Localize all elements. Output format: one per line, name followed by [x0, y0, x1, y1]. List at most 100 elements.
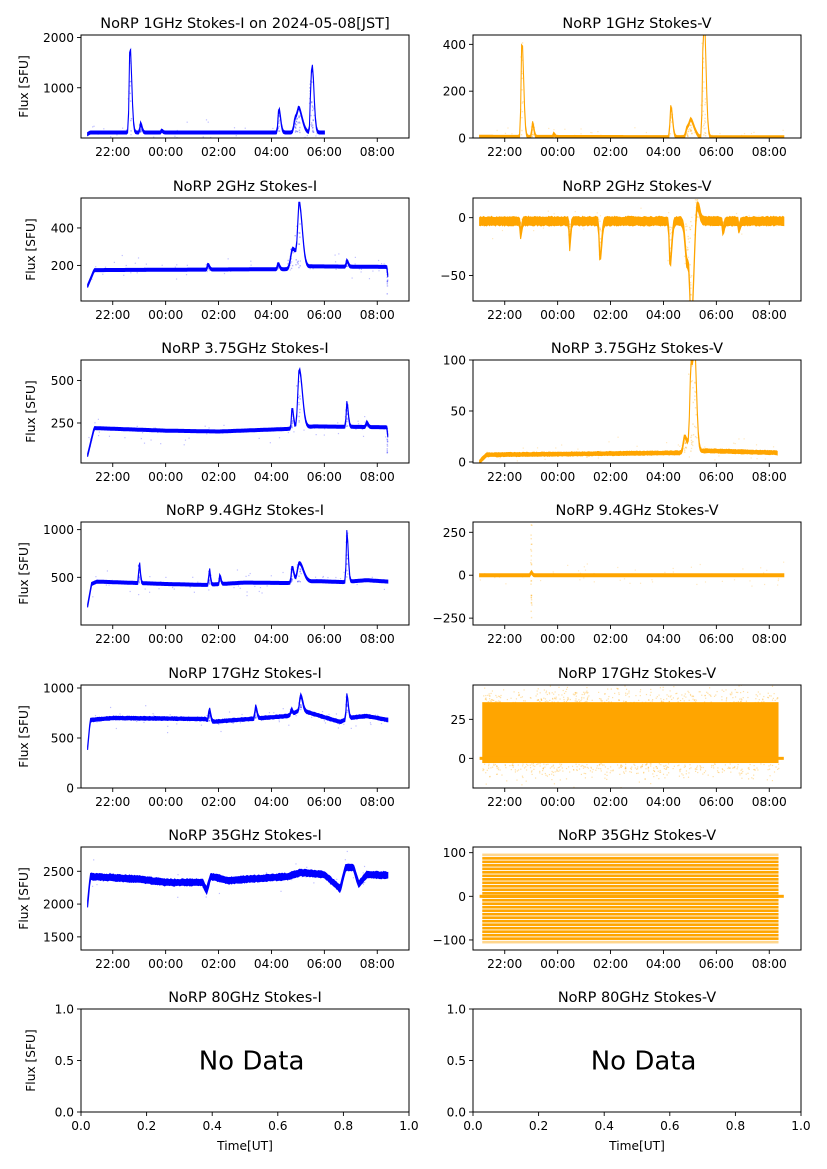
data-point: [95, 576, 97, 578]
x-tick-label: 02:00: [201, 308, 236, 322]
data-point: [515, 219, 517, 221]
data-point: [296, 261, 299, 264]
data-point: [589, 770, 592, 772]
x-axis-label: Time[UT]: [608, 1139, 665, 1153]
data-point: [688, 373, 690, 375]
data-point: [650, 765, 652, 767]
data-point: [145, 705, 147, 707]
data-point: [138, 580, 140, 583]
data-point: [778, 767, 780, 770]
data-point: [558, 766, 560, 768]
data-point: [647, 766, 649, 768]
data-point: [177, 874, 179, 876]
y-tick-label: 0.0: [447, 1106, 466, 1120]
data-point: [346, 541, 348, 544]
data-point: [298, 141, 299, 142]
data-point: [346, 705, 348, 708]
data-point: [584, 569, 587, 571]
data-point: [511, 764, 513, 766]
data-point: [504, 764, 506, 767]
data-point: [722, 227, 724, 229]
data-point: [558, 224, 560, 226]
data-point: [324, 428, 326, 430]
data-point: [532, 129, 534, 131]
level-line: [482, 916, 779, 920]
data-point: [356, 583, 358, 586]
data-point: [206, 140, 207, 141]
data-point: [310, 143, 311, 144]
data-point: [483, 695, 485, 697]
data-point: [293, 122, 296, 124]
data-point: [625, 763, 627, 765]
data-point: [139, 571, 141, 574]
data-point: [553, 135, 555, 137]
data-point: [149, 428, 151, 430]
data-point: [669, 119, 672, 121]
data-point: [487, 701, 489, 703]
data-point: [206, 433, 208, 435]
data-point: [537, 763, 539, 765]
data-point: [198, 139, 199, 140]
data-point: [660, 700, 663, 702]
data-point: [539, 772, 541, 774]
data-point: [687, 238, 690, 240]
data-point: [160, 443, 162, 445]
data-point: [687, 235, 689, 238]
data-point: [702, 110, 705, 112]
data-point: [296, 231, 299, 234]
data-point: [171, 885, 173, 887]
data-point: [600, 252, 602, 255]
data-point: [728, 766, 730, 768]
data-point: [630, 701, 632, 704]
data-point: [207, 263, 209, 266]
data-point: [277, 265, 280, 267]
data-point: [265, 872, 268, 874]
y-tick-label: 1000: [43, 523, 74, 537]
data-point: [690, 439, 693, 442]
data-point: [313, 882, 315, 884]
data-point: [640, 207, 642, 209]
data-point: [681, 444, 684, 447]
data-point: [276, 268, 279, 270]
data-point: [620, 766, 622, 768]
data-point: [278, 719, 280, 721]
data-point: [671, 698, 673, 701]
data-point: [576, 769, 578, 771]
axes-frame: [80, 521, 410, 626]
data-point: [206, 884, 208, 887]
data-point: [684, 764, 686, 766]
data-point: [355, 725, 357, 727]
x-tick-label: 0.4: [203, 1119, 223, 1133]
data-point: [703, 701, 706, 703]
data-point: [386, 273, 388, 276]
level-line: [482, 881, 779, 885]
data-point: [616, 687, 618, 689]
data-point: [357, 423, 360, 425]
data-point: [299, 232, 301, 234]
data-point: [646, 225, 648, 227]
subplot-12: 22:00 00:00 02:00 04:00 06:00 08:00−1000100No…: [433, 828, 802, 971]
data-point: [531, 135, 533, 138]
data-point: [294, 123, 297, 126]
data-point: [607, 688, 609, 690]
data-point: [690, 441, 693, 444]
data-point: [207, 264, 210, 266]
data-point: [554, 698, 556, 700]
data-point: [593, 581, 595, 583]
data-point: [733, 141, 734, 142]
data-point: [345, 409, 347, 411]
data-point: [138, 580, 140, 582]
data-point: [549, 685, 552, 687]
level-line: [482, 902, 779, 906]
data-point: [386, 427, 389, 430]
data-point: [665, 768, 667, 770]
data-point: [383, 588, 386, 591]
data-point: [671, 113, 674, 116]
data-point: [672, 697, 675, 699]
data-point: [719, 132, 721, 135]
data-point: [580, 765, 582, 767]
data-point: [290, 568, 292, 570]
data-point: [512, 763, 514, 765]
data-point: [536, 693, 538, 695]
data-point: [351, 277, 353, 279]
